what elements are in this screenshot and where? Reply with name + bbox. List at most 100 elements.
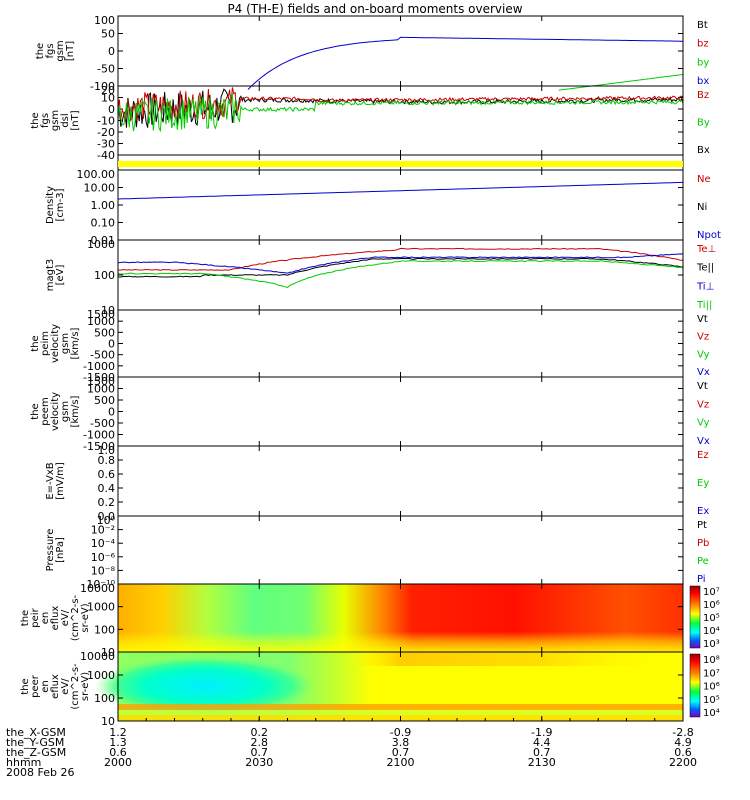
y-tick-label: 10 (101, 715, 115, 728)
y-axis-label: peer (30, 674, 41, 698)
y-tick-label: -30 (97, 138, 115, 151)
colorbar (689, 585, 701, 649)
ephemeris-value: 2.8 (251, 736, 269, 749)
colorbar-tick-label: 10⁴ (703, 708, 720, 719)
y-tick-label: 10000 (80, 650, 115, 663)
legend-entry: Vy (697, 349, 710, 360)
legend-entry: Vx (697, 436, 710, 447)
legend-entry: Vt (697, 314, 708, 325)
ephemeris-value: -2.8 (672, 726, 693, 739)
legend-entry: Pb (697, 538, 709, 549)
y-tick-label: -10 (97, 115, 115, 128)
legend-entry: Npot (697, 230, 721, 241)
y-axis-label: Pressure (45, 529, 56, 572)
y-tick-label: 0 (108, 406, 115, 419)
ephemeris-value: 2000 (104, 756, 132, 769)
legend-entry: by (697, 57, 709, 68)
By-line (117, 93, 684, 133)
y-tick-label: -1000 (83, 429, 115, 442)
legend-entry: Pi (697, 574, 706, 585)
ephemeris-value: 0.2 (251, 726, 269, 739)
y-axis-label: (cm^2-s- (70, 594, 81, 641)
y-tick-label: 1.0 (98, 444, 116, 457)
y-tick-label: 0.6 (98, 468, 116, 481)
y-tick-label: -40 (97, 149, 115, 162)
y-axis-label: peem (40, 397, 51, 425)
legend-entry: bz (697, 39, 709, 50)
y-tick-label: 0 (108, 103, 115, 116)
y-tick-label: 10⁻⁴ (91, 537, 116, 550)
colorbar-tick-label: 10⁴ (703, 626, 720, 637)
colorbar-tick-label: 10⁷ (703, 587, 720, 598)
y-axis-label: gsm (50, 110, 61, 131)
y-tick-label: -50 (97, 63, 115, 76)
y-axis-label: gsm (55, 40, 66, 61)
ephemeris-value: 4.4 (533, 736, 551, 749)
y-axis-label: sr-eV) (80, 672, 91, 701)
y-tick-label: 0.8 (98, 454, 116, 467)
colorbar-tick-label: 10⁷ (703, 668, 720, 679)
y-axis-label: the (35, 43, 46, 59)
y-axis-label: [km/s] (70, 327, 81, 359)
y-axis-label: peim (40, 331, 51, 356)
y-axis-label: dsl (60, 113, 71, 127)
colorbar-tick-label: 10⁵ (703, 613, 720, 624)
y-tick-label: 1000 (87, 315, 115, 328)
y-tick-label: 100 (94, 14, 115, 27)
y-tick-label: 500 (94, 394, 115, 407)
ephemeris-value: 4.9 (674, 736, 692, 749)
colorbar-tick-label: 10⁵ (703, 695, 720, 706)
Ti-par-line (117, 260, 684, 288)
legend-entry: Ni (697, 202, 707, 213)
legend-entry: Ez (697, 450, 709, 461)
y-tick-label: 1500 (87, 308, 115, 321)
ephemeris-value: 2200 (669, 756, 697, 769)
y-tick-label: 1000 (87, 238, 115, 251)
legend-entry: Vz (697, 332, 709, 343)
y-tick-label: 10000 (80, 582, 115, 595)
y-axis-label: eV/ (60, 609, 71, 626)
ephemeris-value: 0.7 (533, 746, 551, 759)
legend-entry: Pe (697, 556, 709, 567)
y-axis-label: the (30, 335, 41, 351)
bx-line (247, 36, 683, 90)
y-tick-label: 10⁻⁶ (91, 551, 116, 564)
y-axis-label: eflux (50, 674, 61, 699)
panel-frame (117, 309, 684, 378)
y-axis-label: en (40, 612, 51, 625)
Te-par-line (118, 257, 684, 278)
y-axis-label: velocity (50, 392, 61, 431)
colorbar (689, 653, 701, 718)
ephemeris-value: 0.7 (392, 746, 410, 759)
legend-entry: Bt (697, 20, 708, 31)
y-axis-label: the (20, 610, 31, 626)
Npot-line (117, 181, 684, 200)
ephemeris-value: 0.6 (109, 746, 127, 759)
y-tick-label: 50 (101, 28, 115, 41)
y-tick-label: 100 (94, 269, 115, 282)
y-tick-label: 0.4 (98, 482, 116, 495)
y-tick-label: -1500 (83, 440, 115, 453)
y-axis-label: the (30, 112, 41, 128)
y-tick-label: 100 (94, 692, 115, 705)
legend-entry: Vt (697, 381, 708, 392)
y-tick-label: 10 (101, 646, 115, 659)
y-tick-label: 100 (94, 623, 115, 636)
ephemeris-value: 1.3 (109, 736, 127, 749)
y-axis-label: gsm (60, 333, 71, 354)
legend-entry: Vy (697, 418, 710, 429)
ephemeris-value: 2130 (528, 756, 556, 769)
y-axis-label: magt3 (45, 259, 56, 292)
ephemeris-label: the_X-GSM (6, 726, 66, 739)
ephemeris-value: -1.9 (531, 726, 552, 739)
y-tick-label: -1000 (83, 360, 115, 373)
y-tick-label: -100 (90, 80, 115, 93)
panel-frame (117, 169, 684, 241)
y-axis-label: [nT] (65, 41, 76, 61)
legend-entry: Vz (697, 399, 709, 410)
y-axis-label: fgs (40, 113, 51, 128)
y-tick-label: 20 (101, 84, 115, 97)
y-axis-label: velocity (50, 324, 61, 363)
y-tick-label: 1000 (87, 383, 115, 396)
